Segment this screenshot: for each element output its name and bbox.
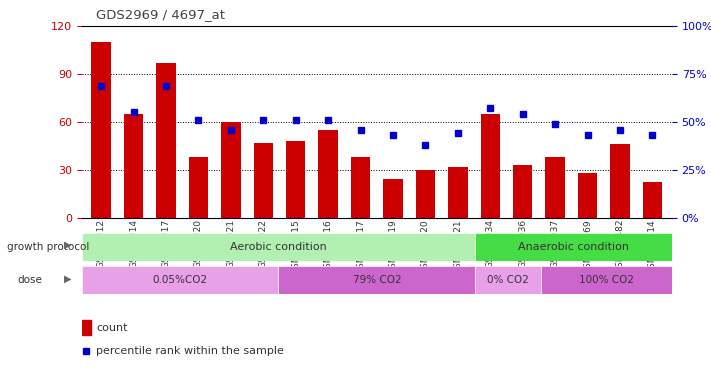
Text: 0.05%CO2: 0.05%CO2 xyxy=(153,275,208,285)
Bar xyxy=(578,173,597,217)
Text: GDS2969 / 4697_at: GDS2969 / 4697_at xyxy=(96,8,225,21)
Bar xyxy=(541,266,672,294)
Text: ▶: ▶ xyxy=(63,273,71,284)
Text: 100% CO2: 100% CO2 xyxy=(579,275,634,285)
Text: growth protocol: growth protocol xyxy=(7,242,90,252)
Bar xyxy=(383,179,402,218)
Bar xyxy=(481,114,500,218)
Bar xyxy=(82,232,475,261)
Bar xyxy=(82,266,279,294)
Text: dose: dose xyxy=(18,275,43,285)
Text: 0% CO2: 0% CO2 xyxy=(487,275,529,285)
Text: Anaerobic condition: Anaerobic condition xyxy=(518,242,629,252)
Bar xyxy=(286,141,306,218)
Bar xyxy=(92,42,111,218)
Bar xyxy=(319,130,338,218)
Bar xyxy=(416,170,435,217)
Bar xyxy=(545,157,565,218)
Bar xyxy=(188,157,208,218)
Text: percentile rank within the sample: percentile rank within the sample xyxy=(96,346,284,356)
Bar xyxy=(221,122,240,218)
Bar xyxy=(475,232,672,261)
Bar xyxy=(475,266,541,294)
Text: count: count xyxy=(96,322,127,333)
Text: 79% CO2: 79% CO2 xyxy=(353,275,401,285)
Text: Aerobic condition: Aerobic condition xyxy=(230,242,327,252)
Bar xyxy=(513,165,533,218)
Bar xyxy=(124,114,144,218)
Bar xyxy=(156,63,176,217)
Bar xyxy=(448,166,468,218)
Bar xyxy=(610,144,630,218)
Bar xyxy=(643,183,662,218)
Bar xyxy=(254,142,273,218)
Text: ▶: ▶ xyxy=(63,240,71,250)
Bar xyxy=(351,157,370,218)
Bar xyxy=(82,320,91,335)
Bar xyxy=(279,266,475,294)
